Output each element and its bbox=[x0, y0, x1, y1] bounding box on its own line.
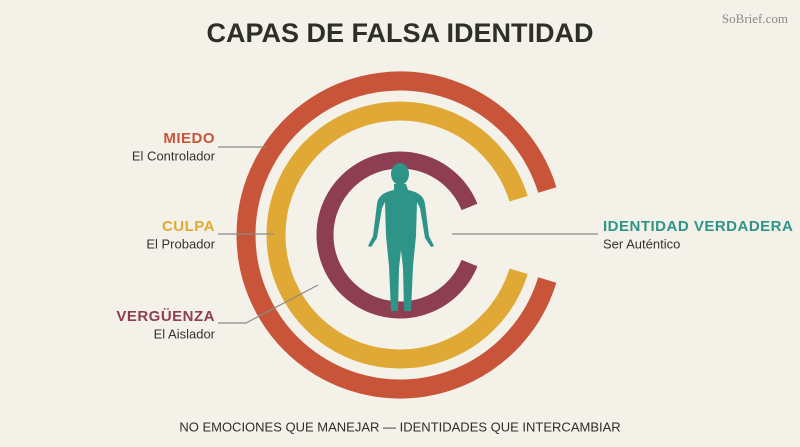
ring bbox=[266, 101, 528, 369]
rings bbox=[236, 71, 557, 399]
ring bbox=[236, 71, 557, 399]
layer-name: CULPA bbox=[162, 218, 215, 235]
leader-lines bbox=[218, 146, 598, 324]
layer-role: El Controlador bbox=[132, 148, 216, 163]
watermark: SoBrief.com bbox=[722, 11, 788, 26]
layer-role: El Aislador bbox=[154, 326, 216, 341]
title: CAPAS DE FALSA IDENTIDAD bbox=[206, 18, 593, 48]
human-figure bbox=[368, 163, 434, 311]
footer: NO EMOCIONES QUE MANEJAR — IDENTIDADES Q… bbox=[179, 419, 620, 434]
layer-name: MIEDO bbox=[163, 130, 215, 147]
core-name: IDENTIDAD VERDADERA bbox=[603, 218, 793, 235]
layer-role: El Probador bbox=[146, 236, 215, 251]
ring bbox=[316, 151, 478, 319]
core-role: Ser Auténtico bbox=[603, 236, 680, 251]
layer-name: VERGÜENZA bbox=[116, 308, 215, 325]
